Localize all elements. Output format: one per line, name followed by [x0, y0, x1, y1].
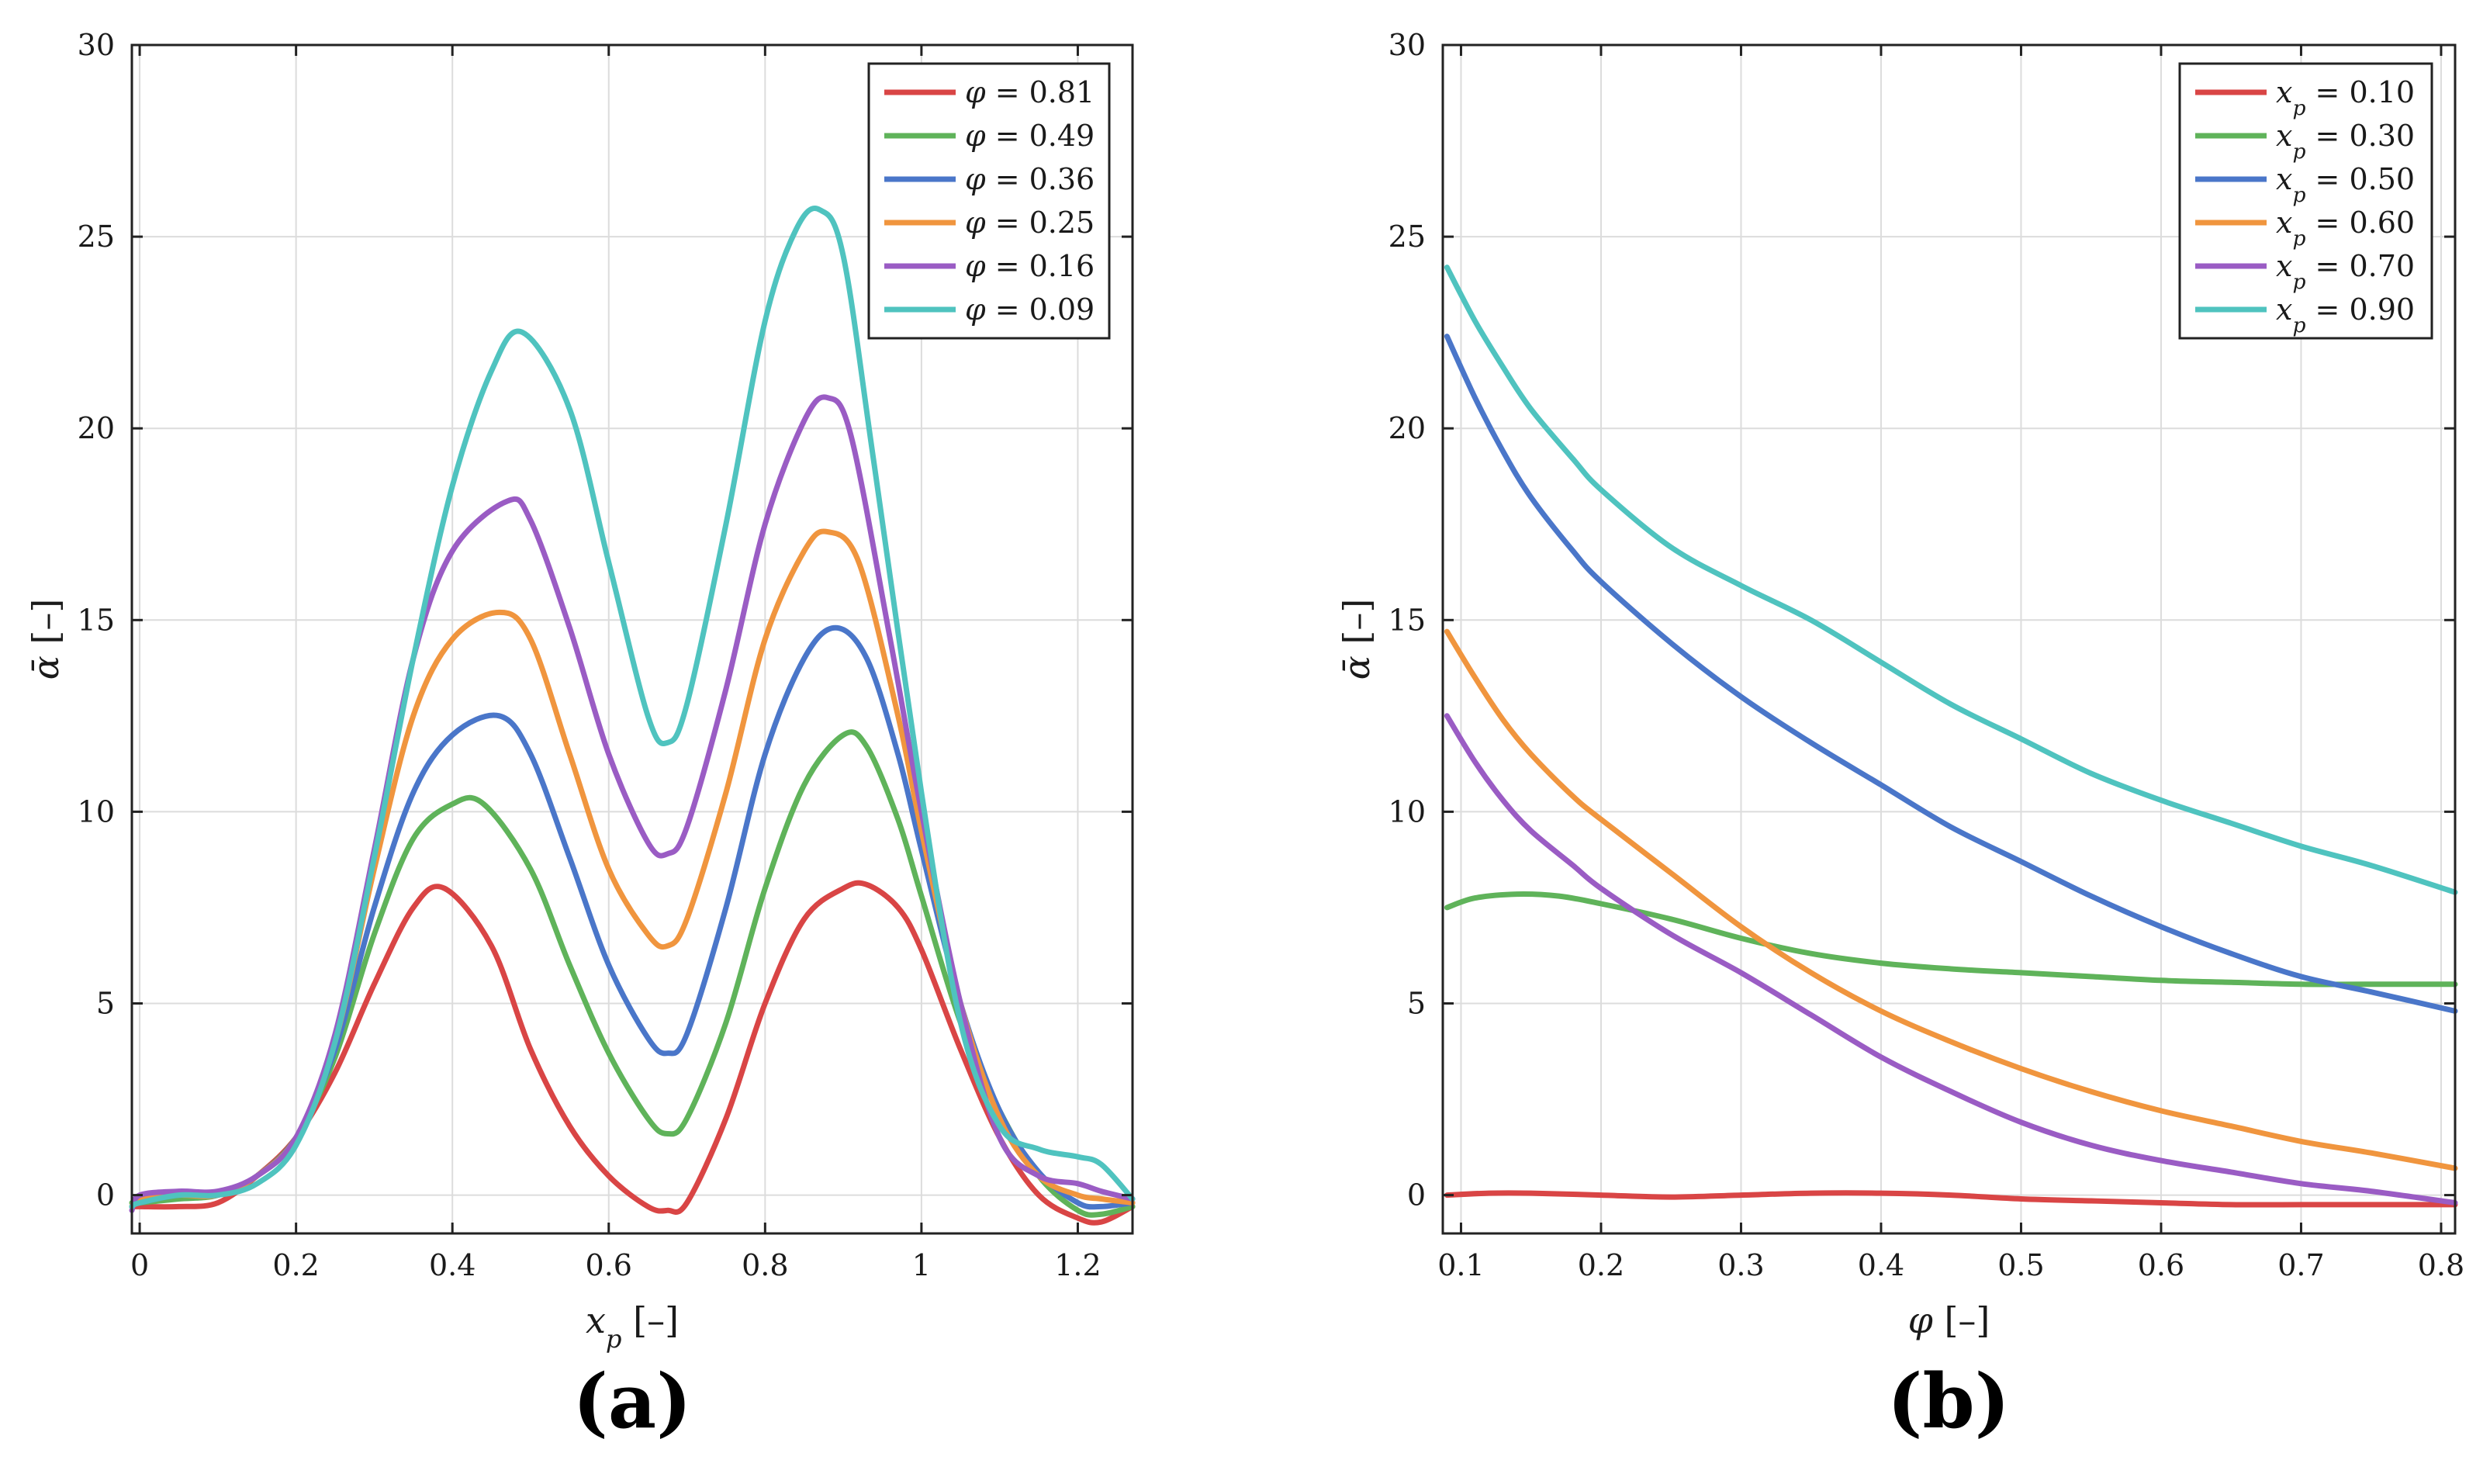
legend-entry: xp = 0.90 [2276, 292, 2415, 337]
series-line-1 [1444, 1190, 2458, 1208]
plot-frame [1441, 43, 2457, 1235]
y-tick-label: 0 [1407, 1178, 1426, 1212]
y-tick-label: 20 [1389, 411, 1426, 445]
legend-entry: φ = 0.25 [965, 206, 1095, 240]
y-tick-label: 10 [1389, 794, 1426, 828]
series-line-3 [129, 624, 1136, 1210]
x-tick-label: 0.7 [2277, 1248, 2324, 1282]
chart-b: 0.1 0.2 0.3 0.4 0.5 0.6 0.7 0.8 0 5 10 15 20 25 30 φ [–… [1336, 28, 2464, 1445]
legend-entry: φ = 0.49 [965, 119, 1095, 153]
y-tick-label: 15 [78, 603, 115, 637]
series-line-2 [1444, 891, 2458, 988]
legend-entry: xp = 0.30 [2276, 119, 2415, 164]
series-line-3 [1444, 334, 2458, 1014]
series-line-1 [129, 880, 1136, 1226]
series-line-6 [1444, 265, 2458, 895]
series-line-2 [129, 729, 1136, 1218]
y-tick-label: 10 [78, 794, 115, 828]
chart-a: 0 0.2 0.4 0.6 0.8 1 1.2 0 5 10 15 20 25 30 xp [–] ᾱ [–]… [25, 28, 1136, 1445]
y-tick-label: 30 [1389, 28, 1426, 62]
x-tick-label: 0.2 [1578, 1248, 1624, 1282]
legend-entry: φ = 0.81 [965, 75, 1095, 109]
y-tick-label: 25 [1389, 220, 1426, 254]
legend-box [2178, 62, 2433, 340]
x-tick-label: 0.1 [1437, 1248, 1484, 1282]
y-tick-label: 0 [96, 1178, 115, 1212]
x-tick-label: 0.2 [272, 1248, 319, 1282]
legend-entry: xp = 0.50 [2276, 162, 2415, 207]
y-tick-label: 20 [78, 411, 115, 445]
y-tick-label: 25 [78, 220, 115, 254]
series-line-6 [129, 206, 1136, 1209]
legend-entry: φ = 0.16 [965, 249, 1095, 283]
series-line-4 [1444, 628, 2458, 1171]
x-tick-label: 0.6 [2138, 1248, 2184, 1282]
x-tick-label: 0.8 [2418, 1248, 2464, 1282]
x-tick-label: 0.8 [742, 1248, 788, 1282]
x-tick-label: 1 [912, 1248, 931, 1282]
y-tick-label: 5 [96, 986, 115, 1020]
x-tick-label: 1.2 [1054, 1248, 1101, 1282]
legend-entry: φ = 0.36 [965, 162, 1095, 196]
panel-label: (b) [1887, 1358, 2010, 1445]
y-tick-label: 5 [1407, 986, 1426, 1020]
legend-entry: φ = 0.09 [965, 292, 1095, 327]
x-tick-label: 0.6 [586, 1248, 632, 1282]
x-tick-label: 0.4 [1858, 1248, 1904, 1282]
legend-box [867, 62, 1111, 340]
plot-frame [130, 43, 1134, 1235]
legend: φ = 0.81 φ = 0.49 φ = 0.36 φ = 0.25 φ = 0.16… [867, 62, 1111, 340]
x-axis-label: xp [–] [586, 1299, 679, 1354]
y-tick-label: 15 [1389, 603, 1426, 637]
legend-entry: xp = 0.70 [2276, 249, 2415, 294]
x-tick-label: 0 [130, 1248, 149, 1282]
y-axis-label: ᾱ [–] [25, 599, 67, 680]
x-tick-label: 0.3 [1717, 1248, 1764, 1282]
series-line-5 [1444, 713, 2458, 1206]
panel-label: (a) [572, 1358, 691, 1445]
x-axis-label: φ [–] [1908, 1299, 1990, 1341]
legend-entry: xp = 0.10 [2276, 75, 2415, 120]
y-tick-label: 30 [78, 28, 115, 62]
y-axis-label: ᾱ [–] [1336, 599, 1378, 680]
x-tick-label: 0.4 [429, 1248, 476, 1282]
legend-entry: xp = 0.60 [2276, 206, 2415, 251]
x-tick-label: 0.5 [1997, 1248, 2044, 1282]
